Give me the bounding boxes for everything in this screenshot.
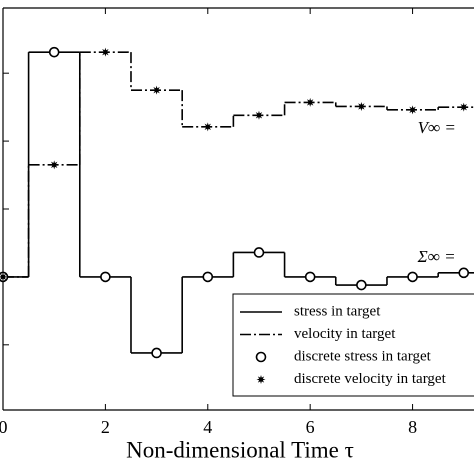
marker (49, 160, 59, 170)
marker (407, 271, 418, 283)
legend-label: discrete velocity in target (294, 371, 447, 387)
x-axis-label: Non-dimensional Time τ (126, 437, 354, 462)
annotation: V∞ = (418, 118, 456, 137)
x-tick-label: 2 (101, 417, 110, 437)
marker (48, 46, 60, 58)
marker (458, 267, 470, 279)
legend-box (232, 293, 474, 397)
marker (203, 122, 213, 132)
legend-swatch (255, 351, 267, 363)
annotation: Σ∞ = (417, 247, 456, 266)
marker (459, 102, 469, 112)
marker (408, 105, 418, 115)
marker (254, 110, 264, 120)
marker (0, 272, 8, 282)
legend-label: velocity in target (294, 326, 396, 342)
marker (152, 85, 162, 95)
marker (100, 271, 111, 283)
legend-swatch (256, 375, 266, 384)
marker (305, 97, 315, 107)
x-tick-label: 4 (203, 417, 212, 437)
marker (202, 271, 214, 283)
marker (151, 347, 162, 359)
marker (253, 247, 265, 258)
marker (356, 279, 367, 291)
marker (100, 47, 110, 57)
marker (356, 101, 366, 111)
x-tick-label: 8 (408, 417, 417, 437)
marker (304, 271, 316, 283)
legend-label: discrete stress in target (294, 348, 432, 364)
legend-label: stress in target (294, 303, 381, 319)
x-tick-label: 6 (306, 417, 315, 437)
x-tick-label: 0 (0, 417, 8, 437)
